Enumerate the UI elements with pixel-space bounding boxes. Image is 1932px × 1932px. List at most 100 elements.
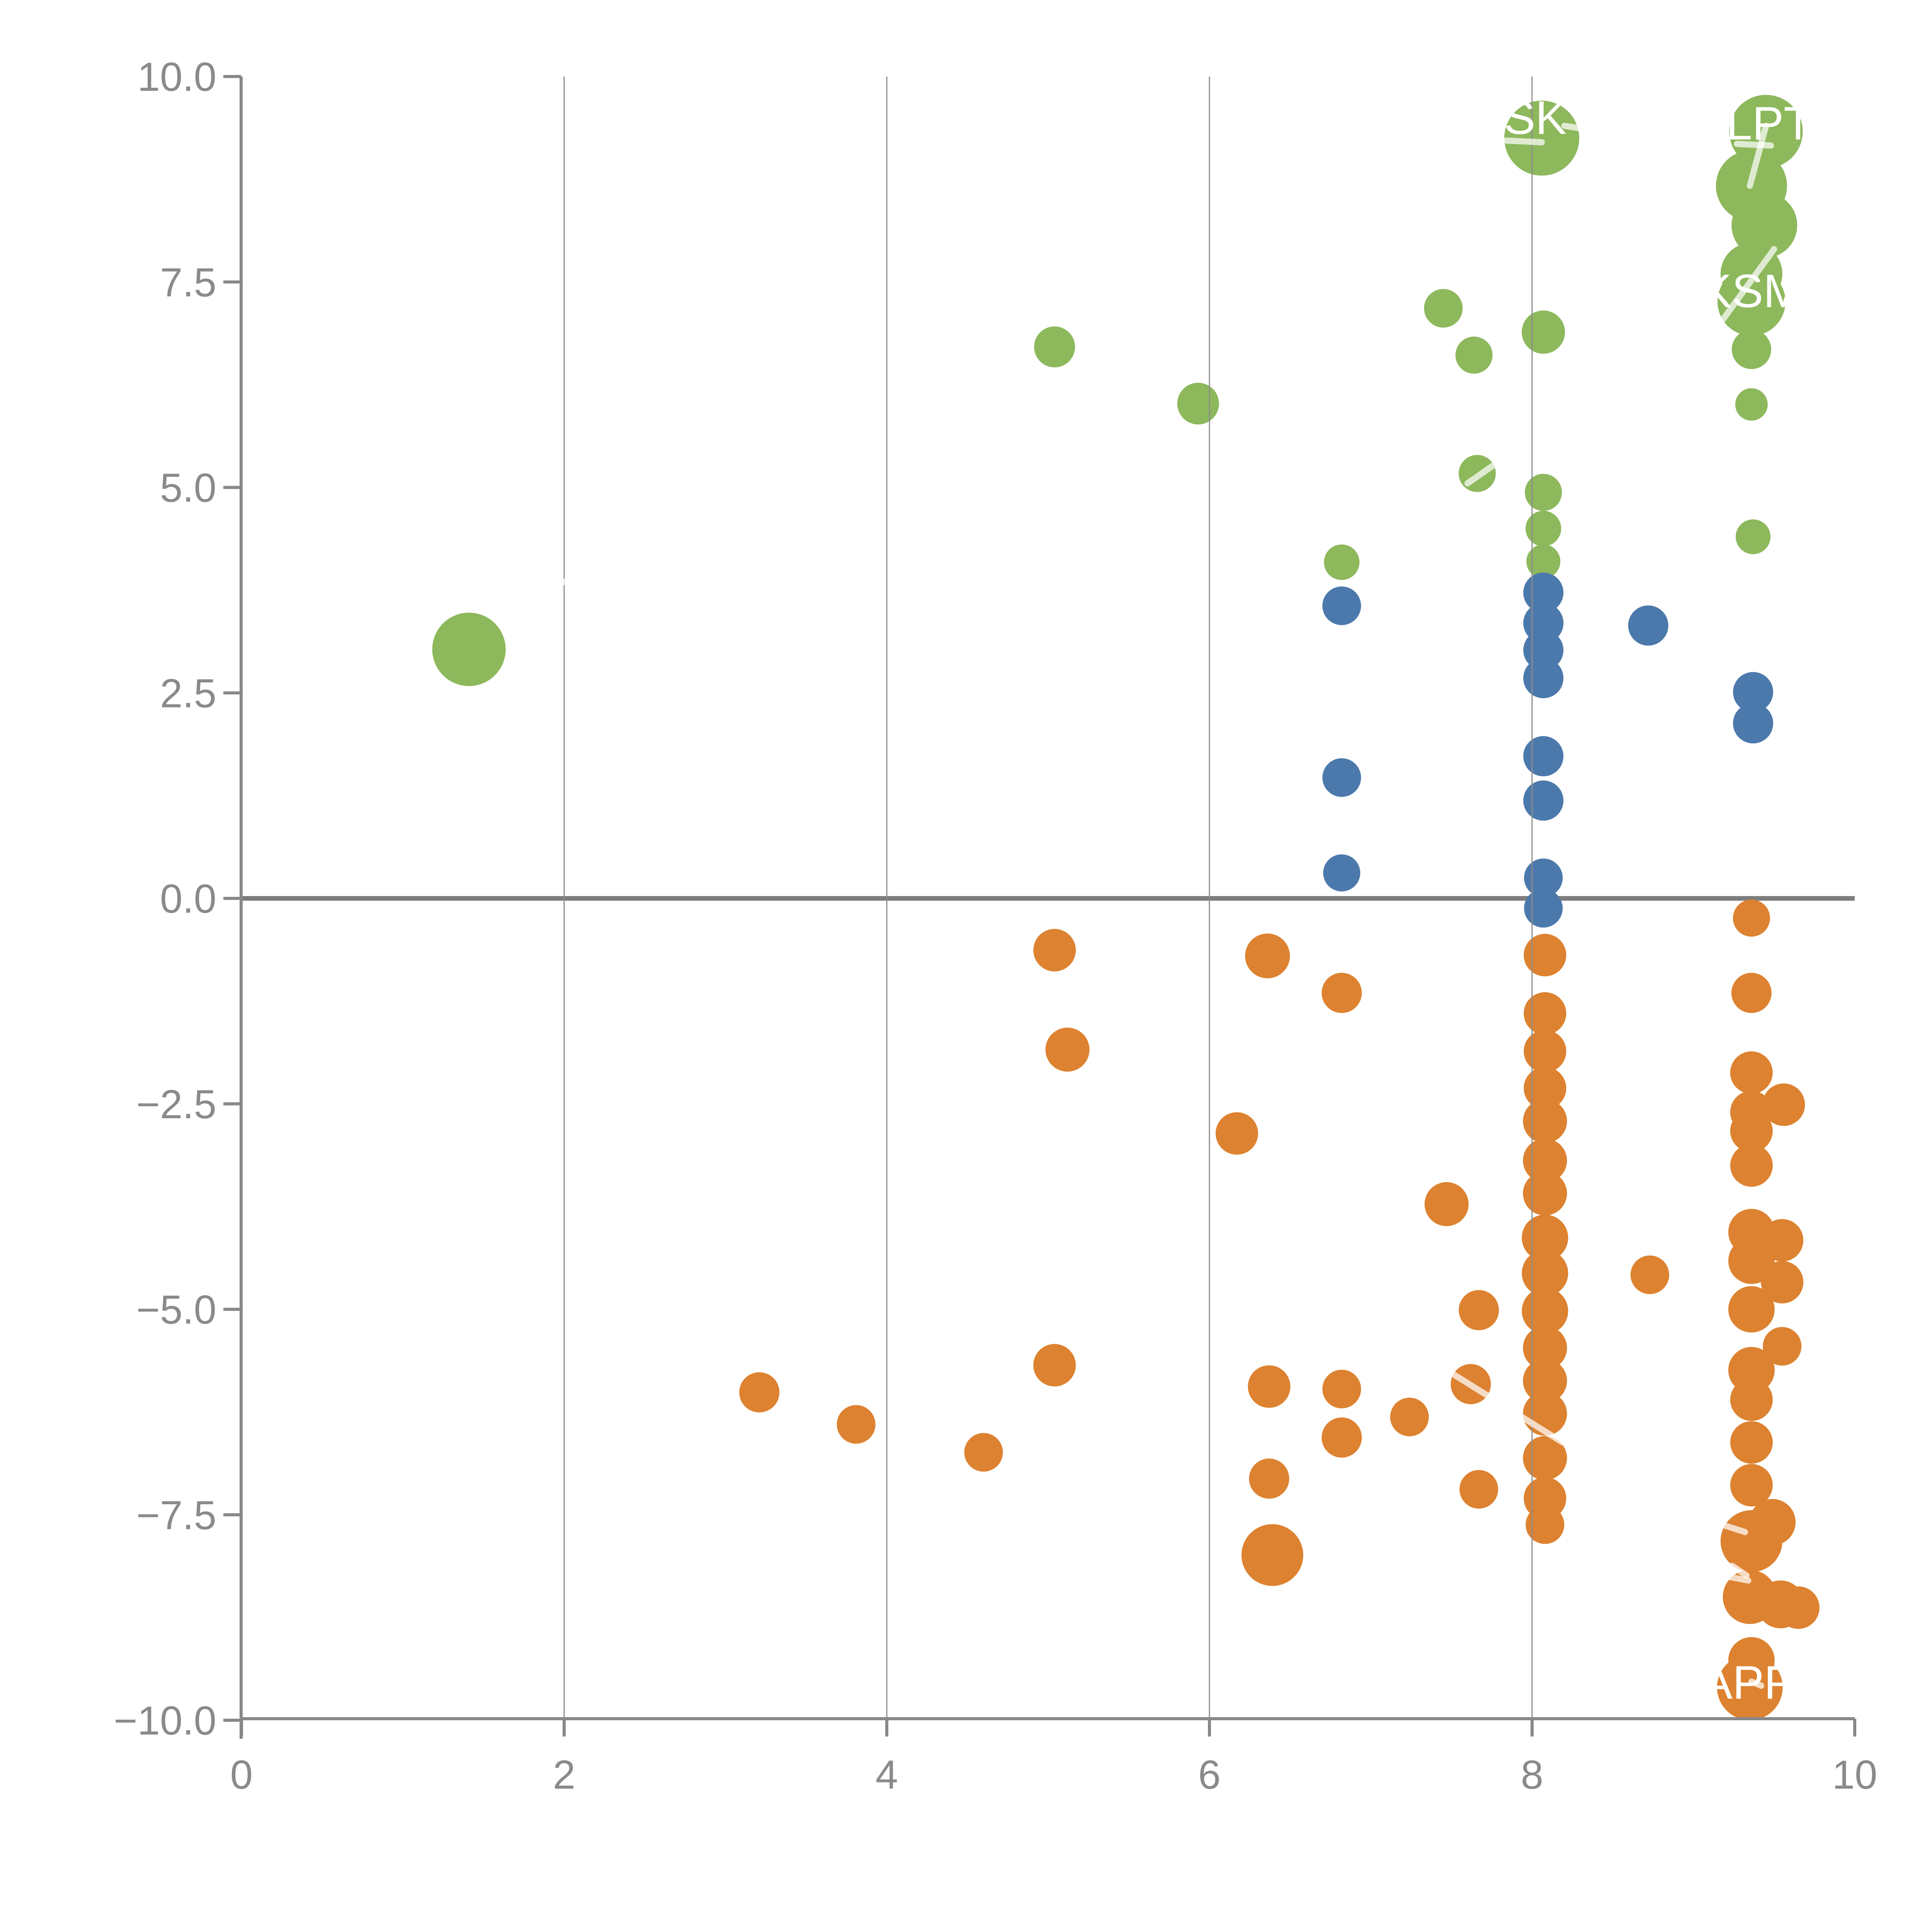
y-tick-label: −5.0 bbox=[136, 1287, 216, 1333]
annotation-leader-line bbox=[1437, 1363, 1566, 1446]
bubble-blue bbox=[1523, 572, 1564, 613]
bubble-orange bbox=[1524, 934, 1566, 976]
bubble-orange bbox=[1321, 973, 1362, 1013]
bubble-orange bbox=[1245, 933, 1290, 978]
bubble-orange bbox=[1730, 1051, 1773, 1094]
bubble-green bbox=[1731, 330, 1771, 369]
bubble-label: SK bbox=[1504, 91, 1567, 144]
bubble-orange bbox=[1523, 1436, 1567, 1480]
bubble-orange bbox=[1033, 1344, 1076, 1387]
bubble-green bbox=[1735, 388, 1768, 421]
bubble-orange bbox=[1033, 929, 1076, 972]
annotation-leader-line bbox=[1734, 1625, 1771, 1634]
bubble-label: APP bbox=[1701, 1656, 1795, 1709]
bubble-orange bbox=[1390, 1398, 1429, 1437]
y-tick-label: −2.5 bbox=[136, 1082, 216, 1127]
annotation-leader-line bbox=[1561, 122, 1584, 132]
bubble-orange bbox=[1523, 1171, 1567, 1216]
bubble-orange bbox=[1728, 1347, 1775, 1393]
bubble-orange bbox=[1459, 1470, 1498, 1509]
bubble-orange bbox=[1522, 1250, 1568, 1296]
x-tick-label: 6 bbox=[1198, 1752, 1221, 1798]
bubble-orange bbox=[1249, 1458, 1289, 1499]
bubble-orange bbox=[1215, 1112, 1258, 1155]
bubble-blue bbox=[1733, 672, 1773, 713]
bubble-blue bbox=[1523, 736, 1564, 777]
bubble-green bbox=[1526, 510, 1561, 546]
bubble-blue bbox=[1523, 630, 1564, 670]
bubble-orange bbox=[1045, 1027, 1090, 1072]
annotation-leader-line bbox=[1719, 1572, 1752, 1584]
bubble-orange bbox=[1728, 1238, 1775, 1284]
annotation-leader-line bbox=[1503, 137, 1545, 146]
bubble-green bbox=[1424, 289, 1463, 328]
bubble-orange bbox=[1630, 1255, 1669, 1294]
bubble-blue bbox=[1322, 586, 1361, 625]
bubble-orange bbox=[1733, 900, 1770, 937]
y-tick-label: 2.5 bbox=[160, 671, 216, 716]
bubble-blue bbox=[1524, 858, 1563, 897]
bubble-green bbox=[1735, 519, 1770, 554]
bubble-green bbox=[1455, 337, 1493, 374]
y-tick-label: 5.0 bbox=[160, 466, 216, 511]
bubble-label: LPT bbox=[1726, 97, 1813, 150]
annotation-leader-line bbox=[1734, 141, 1774, 149]
bubble-orange bbox=[1241, 1524, 1303, 1586]
bubble-blue bbox=[1322, 758, 1361, 797]
bubble-orange bbox=[1424, 1182, 1469, 1226]
annotation-leader-line bbox=[1729, 1563, 1750, 1579]
annotation-leader-line bbox=[1711, 1519, 1748, 1535]
bubble-orange bbox=[1731, 973, 1772, 1013]
bubble-orange bbox=[1523, 1326, 1567, 1370]
y-tick-label: −10.0 bbox=[114, 1698, 216, 1743]
y-tick-label: −7.5 bbox=[136, 1493, 216, 1538]
x-tick-label: 8 bbox=[1521, 1752, 1543, 1798]
bubble-green bbox=[1731, 192, 1798, 258]
bubble-blue bbox=[1628, 605, 1668, 646]
bubble-green bbox=[1177, 383, 1219, 425]
annotation-leader-line bbox=[556, 577, 580, 589]
bubble-green bbox=[1522, 310, 1565, 354]
bubble-blue bbox=[1524, 889, 1563, 928]
bubble-orange bbox=[1523, 1099, 1567, 1143]
bubble-orange bbox=[1720, 1510, 1782, 1572]
bubble-orange bbox=[964, 1433, 1003, 1472]
bubble-green bbox=[432, 612, 506, 686]
bubble-orange bbox=[1524, 1067, 1566, 1110]
y-tick-label: 7.5 bbox=[160, 260, 216, 305]
bubble-green bbox=[1504, 100, 1580, 176]
bubble-blue bbox=[1323, 854, 1361, 892]
bubble-orange bbox=[1728, 1286, 1775, 1333]
x-tick-label: 10 bbox=[1832, 1752, 1878, 1798]
annotation-leader-line bbox=[1464, 459, 1502, 486]
annotation-leader-line bbox=[1748, 1679, 1764, 1689]
bubble-label: KSM bbox=[1701, 265, 1803, 317]
bubble-blue bbox=[1523, 658, 1564, 698]
bubble-orange bbox=[1730, 1378, 1773, 1421]
bubble-green bbox=[1034, 326, 1075, 367]
bubble-orange bbox=[1777, 1586, 1820, 1629]
bubble-orange bbox=[1248, 1365, 1291, 1408]
x-tick-label: 0 bbox=[230, 1752, 253, 1798]
bubble-green bbox=[1526, 544, 1561, 578]
bubble-orange bbox=[1762, 1083, 1805, 1126]
bubble-orange bbox=[1459, 1290, 1499, 1330]
x-tick-label: 2 bbox=[553, 1752, 575, 1798]
annotation-leader-line bbox=[1747, 122, 1769, 189]
annotation-leader-line bbox=[1716, 246, 1777, 328]
bubble-orange bbox=[1730, 1144, 1773, 1187]
bubble-orange bbox=[1322, 1369, 1361, 1408]
bubble-orange bbox=[1522, 1214, 1568, 1261]
bubble-orange bbox=[1526, 1505, 1565, 1544]
bubble-orange bbox=[1761, 1261, 1804, 1304]
bubble-orange bbox=[1523, 1138, 1567, 1183]
bubble-orange bbox=[1524, 1030, 1566, 1073]
bubble-blue bbox=[1523, 780, 1564, 821]
bubble-orange bbox=[1524, 992, 1566, 1035]
bubble-orange bbox=[739, 1372, 780, 1413]
bubble-orange bbox=[1730, 1421, 1773, 1464]
bubble-orange bbox=[1523, 1359, 1567, 1403]
y-tick-label: 0.0 bbox=[160, 876, 216, 922]
